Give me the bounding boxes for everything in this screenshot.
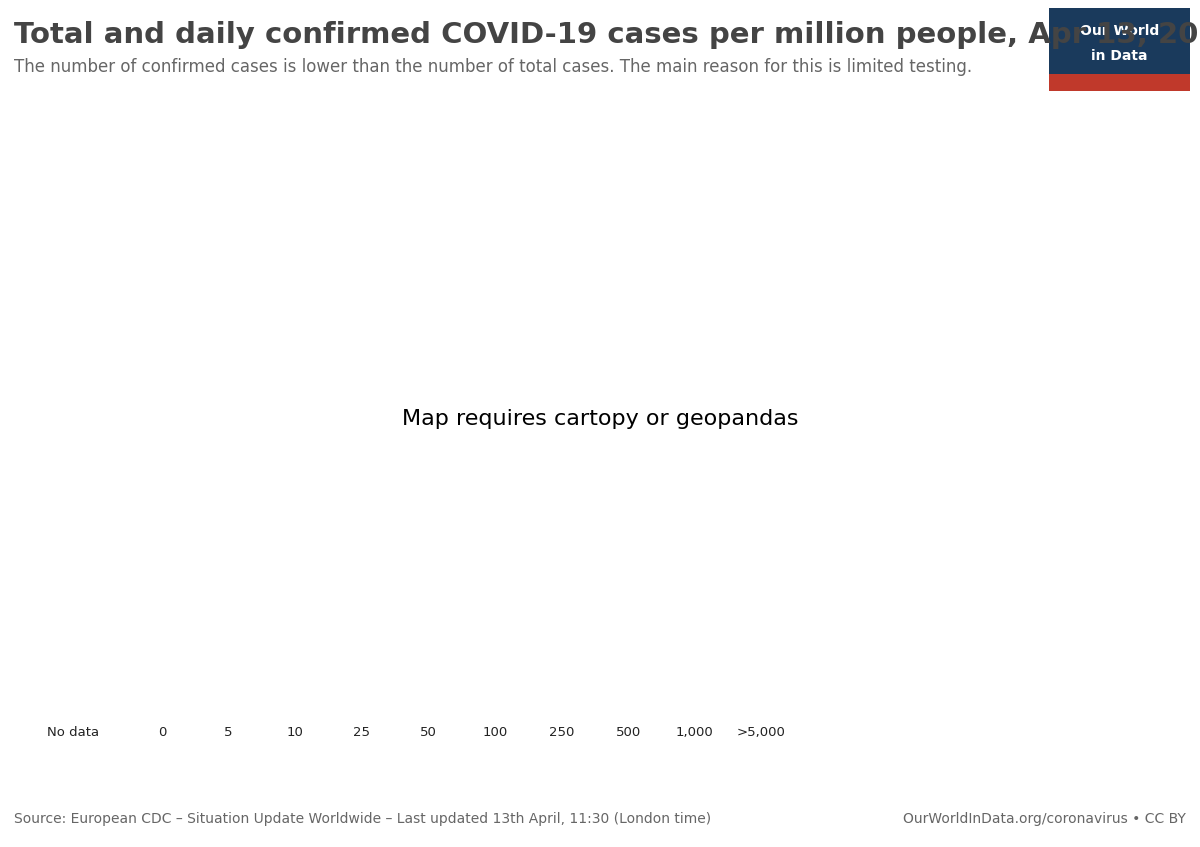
Text: Source: European CDC – Situation Update Worldwide – Last updated 13th April, 11:: Source: European CDC – Situation Update … [14, 811, 712, 826]
Text: OurWorldInData.org/coronavirus • CC BY: OurWorldInData.org/coronavirus • CC BY [902, 811, 1186, 826]
Text: 50: 50 [420, 727, 437, 739]
Text: 0: 0 [158, 727, 166, 739]
Bar [1049, 74, 1190, 91]
Text: 25: 25 [353, 727, 371, 739]
Text: 5: 5 [224, 727, 233, 739]
Text: 1,000: 1,000 [676, 727, 714, 739]
Text: in Data: in Data [1091, 49, 1148, 63]
Text: Our World: Our World [1080, 24, 1159, 38]
Text: 250: 250 [548, 727, 575, 739]
Text: Total and daily confirmed COVID-19 cases per million people, Apr 13, 2020: Total and daily confirmed COVID-19 cases… [14, 21, 1200, 49]
Text: 100: 100 [482, 727, 508, 739]
Text: Map requires cartopy or geopandas: Map requires cartopy or geopandas [402, 409, 798, 429]
Text: 500: 500 [616, 727, 641, 739]
Text: The number of confirmed cases is lower than the number of total cases. The main : The number of confirmed cases is lower t… [14, 58, 972, 75]
Text: 10: 10 [287, 727, 304, 739]
Text: No data: No data [47, 727, 100, 739]
Text: >5,000: >5,000 [737, 727, 786, 739]
